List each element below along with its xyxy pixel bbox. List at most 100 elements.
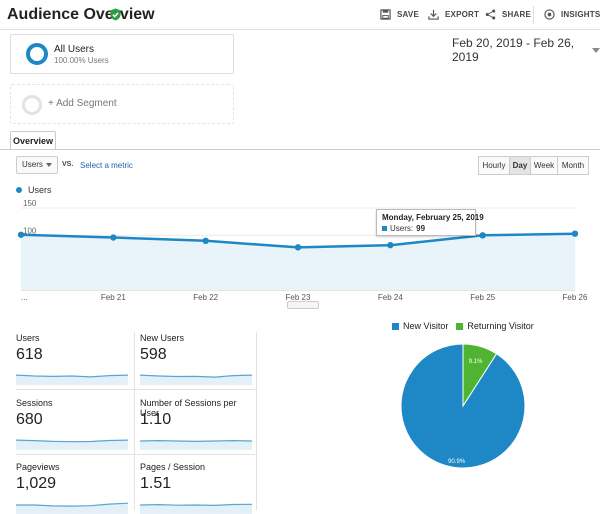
export-button[interactable]: EXPORT — [428, 9, 479, 20]
metric-value: 680 — [16, 411, 43, 428]
tab-divider — [0, 149, 600, 150]
x-tick-label: Feb 24 — [378, 293, 403, 302]
metric-label: Pages / Session — [140, 462, 206, 472]
date-range-label: Feb 20, 2019 - Feb 26, 2019 — [452, 36, 575, 64]
tile-divider — [134, 332, 135, 510]
sparkline-line — [16, 502, 128, 507]
vs-label: VS. — [62, 161, 74, 168]
metric-value: 618 — [16, 346, 43, 363]
insights-label: INSIGHTS — [561, 10, 600, 19]
metric-sparkline — [140, 439, 252, 450]
chevron-down-icon — [592, 47, 600, 53]
metric-label: Pageviews — [16, 462, 60, 472]
sparkline-area — [140, 375, 252, 385]
users-data-point[interactable] — [202, 237, 209, 244]
sparkline-line — [140, 503, 252, 507]
metric-sparkline — [16, 439, 128, 450]
export-icon — [428, 9, 439, 20]
pie-legend-label: Returning Visitor — [467, 321, 534, 331]
metric-sparkline — [16, 374, 128, 385]
tile-divider — [16, 454, 256, 455]
pie-slice-label: 90.9% — [448, 459, 466, 465]
tooltip-label: Users: — [390, 224, 414, 233]
pie-legend-swatch — [456, 322, 464, 330]
metric-tile-sessions-per-user[interactable]: Number of Sessions per User 1.10 — [140, 398, 256, 450]
metric-value: 1,029 — [16, 475, 57, 492]
users-data-point[interactable] — [17, 231, 25, 238]
segment-all-users[interactable]: All Users 100.00% Users — [10, 34, 234, 74]
sparkline-line — [140, 374, 252, 378]
granularity-month-button[interactable]: Month — [557, 156, 589, 175]
y-tick-label: 150 — [23, 199, 37, 208]
users-data-point[interactable] — [110, 234, 117, 241]
segment-placeholder-icon — [22, 95, 42, 115]
metric-label: Sessions — [16, 398, 53, 408]
metric-tile-sessions[interactable]: Sessions 680 — [16, 398, 132, 450]
users-data-point[interactable] — [294, 244, 302, 251]
metric-tile-pages-per-session[interactable]: Pages / Session 1.51 — [140, 462, 256, 514]
metric-label: Number of Sessions per User — [140, 398, 237, 418]
sparkline-line — [16, 374, 128, 378]
chart-tooltip: Monday, February 25, 2019 Users: 99 — [376, 209, 484, 236]
select-metric-link[interactable]: Select a metric — [80, 161, 133, 170]
tooltip-value-row: Users: 99 — [382, 224, 470, 233]
metric-tile-new-users[interactable]: New Users 598 — [140, 333, 256, 385]
metric-label: Users — [16, 333, 40, 343]
granularity-week-button[interactable]: Week — [530, 156, 558, 175]
users-data-point[interactable] — [387, 241, 394, 249]
pie-legend-swatch — [392, 322, 399, 330]
sparkline-area — [140, 504, 252, 514]
page-title: Audience Overview — [7, 6, 155, 23]
share-icon — [485, 9, 496, 20]
legend-users-swatch — [16, 187, 22, 193]
legend-users-label: Users — [28, 185, 52, 195]
insights-button[interactable]: INSIGHTS — [544, 9, 600, 20]
pie-legend-returning-visitor: Returning Visitor — [456, 321, 534, 331]
tile-divider — [256, 332, 257, 510]
date-range-picker[interactable]: Feb 20, 2019 - Feb 26, 2019 — [452, 36, 600, 64]
tooltip-value: 99 — [416, 224, 426, 233]
sparkline-line — [16, 439, 128, 443]
x-tick-label: Feb 26 — [563, 293, 588, 302]
sparkline-area — [16, 440, 128, 450]
save-button[interactable]: SAVE — [380, 9, 419, 20]
pie-legend-label: New Visitor — [403, 321, 449, 331]
tab-overview[interactable]: Overview — [10, 131, 56, 150]
metric-value: 598 — [140, 346, 167, 363]
sparkline-area — [140, 440, 252, 450]
sparkline-area — [16, 375, 128, 385]
users-data-point[interactable] — [479, 232, 486, 239]
metric-value: 1.51 — [140, 475, 172, 492]
metric-select-value: Users — [22, 160, 43, 169]
tooltip-date: Monday, February 25, 2019 — [382, 213, 484, 222]
share-button[interactable]: SHARE — [485, 9, 531, 20]
users-data-point[interactable] — [571, 230, 579, 237]
pie-slice-label: 9.1% — [469, 359, 483, 365]
page-header: Audience Overview SAVE EXPORT SHARE — [0, 0, 600, 30]
verified-shield-icon — [110, 8, 121, 21]
save-label: SAVE — [397, 10, 419, 19]
segment-name: All Users — [54, 44, 95, 55]
metric-sparkline — [16, 502, 128, 514]
add-segment-button[interactable]: + Add Segment — [10, 84, 234, 124]
x-tick-label: Feb 22 — [193, 293, 218, 302]
x-tick-label: ... — [21, 293, 28, 302]
metric-sparkline — [140, 374, 252, 385]
segment-ring-icon — [26, 43, 48, 65]
metric-tile-pageviews[interactable]: Pageviews 1,029 — [16, 462, 132, 514]
x-tick-label: Feb 25 — [470, 293, 495, 302]
add-segment-label: + Add Segment — [48, 98, 117, 109]
tile-divider — [16, 389, 256, 390]
header-divider — [533, 6, 534, 24]
visitor-pie-chart[interactable]: 9.1% 90.9% — [395, 338, 531, 474]
granularity-day-button[interactable]: Day — [509, 156, 531, 175]
chart-resize-handle[interactable] — [287, 301, 319, 309]
metric-value: 1.10 — [140, 411, 172, 428]
metric-tile-users[interactable]: Users 618 — [16, 333, 132, 385]
granularity-hourly-button[interactable]: Hourly — [478, 156, 510, 175]
y-tick-label: 100 — [23, 226, 37, 235]
metric-select[interactable]: Users — [16, 156, 58, 174]
pie-slice-new-visitor[interactable] — [400, 343, 526, 469]
pie-legend: New Visitor Returning Visitor — [392, 321, 534, 331]
